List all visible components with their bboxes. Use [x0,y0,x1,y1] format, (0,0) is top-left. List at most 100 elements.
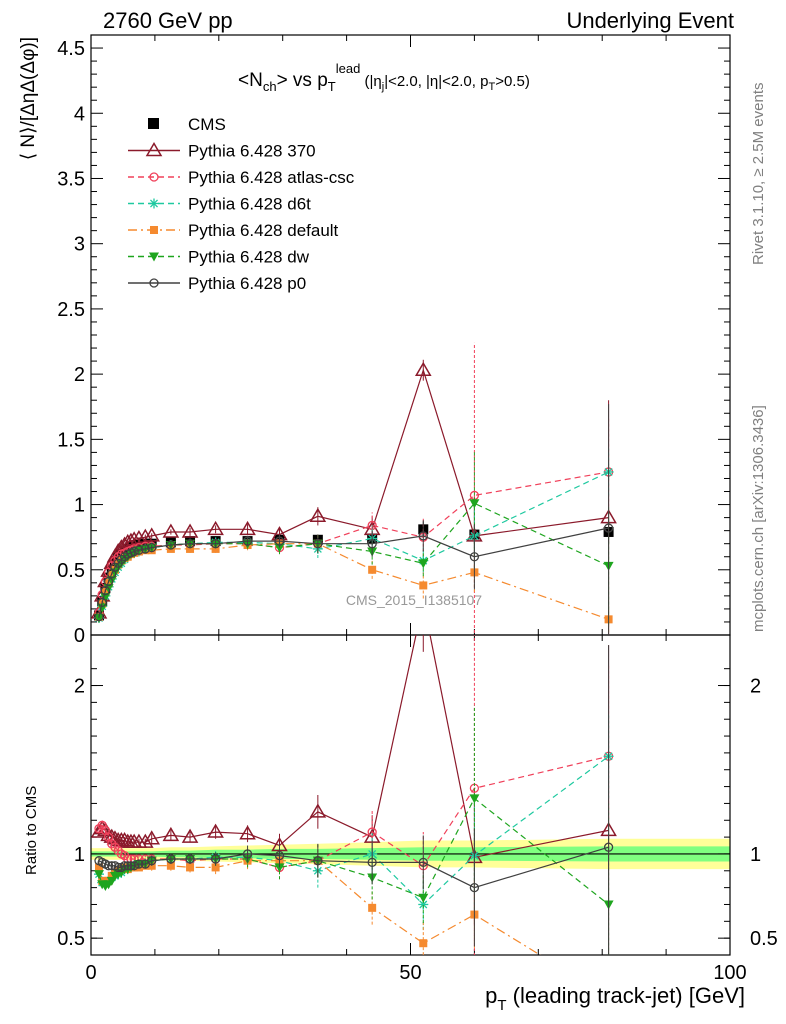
ratio-series-0-point [207,823,224,838]
ratio-ytick-label: 1 [74,844,85,866]
ratio-series-5-point-shape [469,882,480,893]
header-left: 2760 GeV pp [103,8,233,33]
main-series-6-point [242,536,253,546]
legend-swatch-marker-shape [149,172,159,182]
main-ytick-label: 4.5 [57,38,85,60]
main-ytick-label: 1 [74,495,85,517]
main-series-6-point [469,552,480,562]
ratio-series-0-point [239,825,256,840]
ratio-series-1-point-shape [97,820,107,830]
ratio-series-0-point-shape [162,826,180,842]
ratio-series-3-point-shape [94,863,103,872]
ratio-ytick-label: 0.5 [57,928,85,950]
main-ytick-label: 2.5 [57,299,85,321]
xlabel: pT (leading track-jet) [GeV] [485,983,745,1014]
main-series-6-point [147,542,157,553]
ratio-series-2-line [98,755,609,906]
ratio-series-5-point-shape [129,861,139,871]
main-series-4-point [211,544,220,553]
main-ytick-label: 4 [74,103,85,125]
ratio-series-3-point [166,861,175,870]
ratio-series-5-point-shape [107,861,117,871]
ratio-series-5-point-shape [123,861,133,871]
ratio-series-0-point-shape [143,830,161,845]
ratio-series-3-point-shape [186,863,195,872]
ratio-series-4-point-shape [93,870,104,880]
ratio-series-2 [93,714,614,930]
ratio-series-5-point [147,856,157,866]
ratio-series-5-point-shape [418,857,428,868]
ratio-series-5-point [603,842,614,852]
header-right: Underlying Event [566,8,734,33]
main-series-6-point-shape [147,542,157,553]
ratio-series-0-point-shape [239,825,256,840]
main-series-1-point [207,520,224,536]
ratio-series-4-point [418,893,429,903]
main-series-6-point-shape [210,539,221,549]
main-ytick-label: 3 [74,234,85,256]
main-series-6-point [100,586,111,596]
ratio-series-5-point-shape [210,854,221,864]
main-series-6-point-shape [129,546,139,557]
ratio-series-5-point [134,859,144,869]
ratio-series-4-point [274,863,285,873]
main-series-6-point [94,612,104,622]
ratio-series-3-point [186,863,195,872]
ratio-series-5 [94,645,614,955]
analysis-watermark: CMS_2015_I1385107 [346,592,482,608]
ratio-series-0-point [162,826,180,842]
main-series-5-point-shape [469,499,480,509]
ratio-ytick-label-right: 1 [750,844,761,866]
main-series-4-point-shape [211,544,220,553]
ratio-series-0-point [309,803,327,818]
main-series-6-point-shape [166,540,176,550]
ratio-series-5-point-shape [166,854,176,864]
main-series-1-point [143,527,161,542]
legend-entry: Pythia 6.428 p0 [128,274,306,293]
ratio-ytick-label-right: 0.5 [750,928,778,950]
ratio-series-5-point-shape [274,850,285,861]
ratio-series-5-point [103,861,114,871]
main-ytick-label: 0.5 [57,560,85,582]
ratio-series-5-point-shape [147,856,157,866]
ratio-series-2-point-ray [419,900,428,909]
main-series-6-point-shape [140,544,150,554]
main-series-6-point-shape [103,576,114,587]
main-series-4-point [186,544,195,553]
ratio-series-0-point-shape [207,823,224,838]
ratio-series-layer [91,635,617,955]
main-series-6-point-shape [313,539,323,549]
legend-swatch-marker [149,278,159,288]
legend-label: Pythia 6.428 default [188,221,339,240]
ratio-series-5-point [123,861,133,871]
legend-swatch-marker [149,252,159,262]
legend-swatch [148,118,159,129]
main-series-1-point-shape [309,507,327,523]
ratio-series-3-point [94,863,103,872]
legend-swatch-marker-shape [149,278,159,288]
main-series-6-point-shape [94,612,104,622]
legend-label: Pythia 6.428 p0 [188,274,306,293]
main-ytick-label: 1.5 [57,429,85,451]
main-series-6-point [103,576,114,587]
main-series-6-point [313,539,323,549]
legend-label: CMS [188,115,226,134]
main-series-5-point-shape [418,559,429,569]
main-series-1-point [239,520,256,536]
main-ytick-label: 0 [74,625,85,647]
legend-entry: CMS [148,115,226,134]
ratio-series-5-point-shape [113,862,123,873]
ratio-series-3-point-shape [211,863,220,872]
main-series-1-point [309,507,327,523]
legend-entry: Pythia 6.428 370 [128,142,316,161]
legend-entry: Pythia 6.428 d6t [128,195,311,214]
ratio-series-3-point [211,863,220,872]
legend-swatch-marker-shape [145,142,163,157]
main-series-5-point [100,593,111,603]
legend-swatch-marker-ray [150,199,158,208]
main-series-1-point [414,361,432,376]
main-series-6-point-shape [97,597,107,608]
main-series-1-point-shape [143,527,161,542]
ratio-series-5-point-shape [119,861,130,871]
